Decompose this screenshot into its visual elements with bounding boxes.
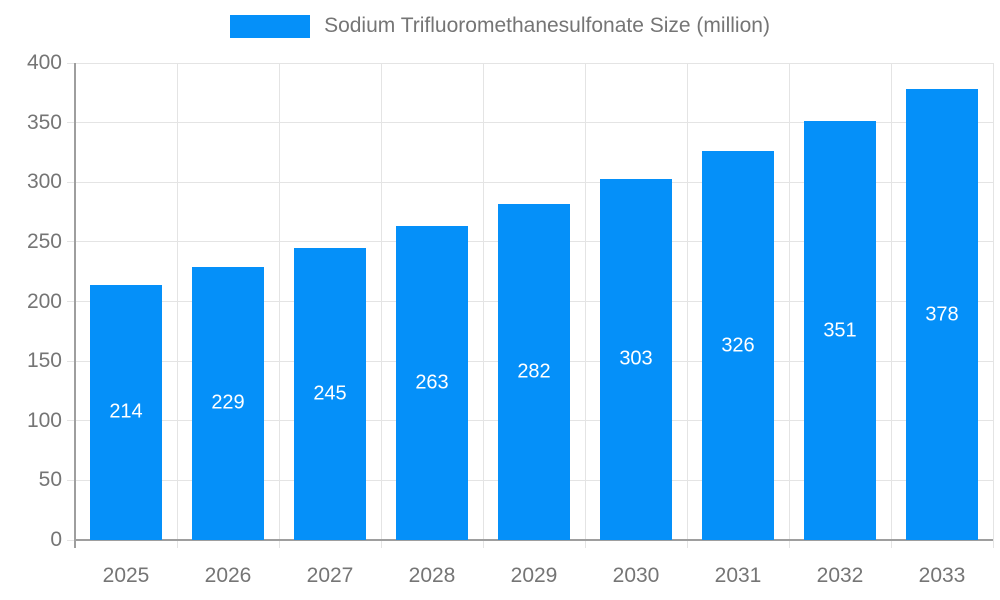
bar-2025[interactable]: 214 (90, 284, 162, 540)
x-tick (482, 540, 484, 548)
x-tick (890, 540, 892, 548)
x-tick (176, 540, 178, 548)
bar-2027[interactable]: 245 (294, 247, 366, 540)
v-gridline (482, 63, 484, 540)
y-axis-label: 0 (50, 528, 62, 551)
bar-value-label: 303 (619, 347, 653, 370)
x-tick (380, 540, 382, 548)
bar-2028[interactable]: 263 (396, 226, 468, 540)
x-axis-label: 2027 (306, 564, 354, 587)
y-axis-label: 350 (26, 110, 62, 134)
bar-value-label: 229 (211, 391, 245, 414)
y-axis-label: 50 (38, 468, 62, 492)
legend-label: Sodium Trifluoromethanesulfonate Size (m… (324, 14, 770, 37)
y-axis-label: 400 (26, 51, 62, 74)
bar-value-label: 282 (517, 360, 551, 383)
legend[interactable]: Sodium Trifluoromethanesulfonate Size (m… (0, 14, 1000, 38)
v-gridline (788, 63, 790, 540)
bar-value-label: 378 (925, 303, 959, 326)
x-tick (788, 540, 790, 548)
x-axis-line (74, 539, 993, 541)
h-gridline (75, 122, 993, 124)
y-tick (67, 62, 75, 64)
v-gridline (584, 63, 586, 540)
v-gridline (380, 63, 382, 540)
y-tick (67, 241, 75, 243)
y-axis-label: 300 (26, 170, 62, 194)
v-gridline (686, 63, 688, 540)
bar-2026[interactable]: 229 (192, 266, 264, 540)
x-axis-label: 2032 (816, 564, 864, 587)
x-tick (686, 540, 688, 548)
y-axis-line (74, 63, 76, 548)
y-axis-label: 250 (26, 229, 62, 253)
bar-value-label: 263 (415, 371, 449, 394)
x-tick (584, 540, 586, 548)
y-axis-label: 100 (26, 408, 62, 432)
bar-2029[interactable]: 282 (498, 203, 570, 540)
legend-swatch (230, 14, 311, 38)
x-axis-label: 2030 (612, 564, 660, 587)
h-gridline (75, 181, 993, 183)
bar-value-label: 326 (721, 334, 755, 357)
x-tick (278, 540, 280, 548)
y-tick (67, 181, 75, 183)
bar-2030[interactable]: 303 (600, 178, 672, 540)
bar-2033[interactable]: 378 (906, 89, 978, 540)
h-gridline (75, 62, 993, 64)
y-axis-label: 200 (26, 289, 62, 313)
y-tick (67, 360, 75, 362)
x-axis-label: 2026 (204, 564, 252, 587)
v-gridline (176, 63, 178, 540)
x-axis-label: 2029 (510, 564, 558, 587)
v-gridline (890, 63, 892, 540)
x-tick (992, 540, 994, 548)
v-gridline (278, 63, 280, 540)
bar-2031[interactable]: 326 (702, 151, 774, 540)
y-tick (67, 539, 75, 541)
v-gridline (992, 63, 994, 540)
y-axis-label: 150 (26, 349, 62, 373)
x-axis-label: 2025 (102, 564, 150, 587)
bar-value-label: 351 (823, 319, 857, 342)
bar-value-label: 214 (109, 400, 143, 423)
y-tick (67, 479, 75, 481)
y-tick (67, 122, 75, 124)
y-tick (67, 420, 75, 422)
y-tick (67, 301, 75, 302)
bar-2032[interactable]: 351 (804, 121, 876, 540)
x-axis-label: 2033 (918, 564, 966, 587)
x-axis-label: 2028 (408, 564, 456, 587)
bar-value-label: 245 (313, 382, 347, 405)
x-axis-label: 2031 (714, 564, 762, 587)
